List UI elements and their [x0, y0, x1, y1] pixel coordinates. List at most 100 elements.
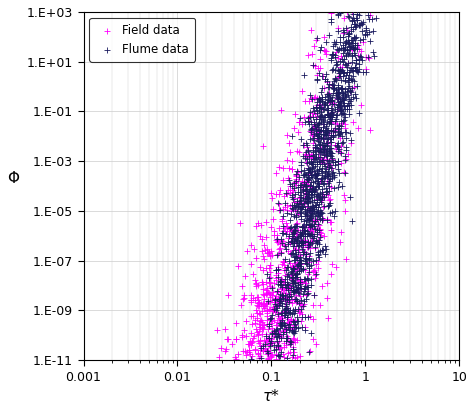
Flume data [316, 112, 324, 119]
Flume data [339, 118, 347, 125]
Flume data [296, 300, 303, 306]
Field data [299, 244, 307, 251]
X-axis label: τ*: τ* [263, 389, 280, 404]
Field data [334, 24, 341, 31]
Flume data [301, 314, 309, 320]
Flume data [322, 163, 329, 170]
Flume data [279, 230, 286, 236]
Flume data [352, 23, 360, 30]
Flume data [322, 128, 329, 134]
Flume data [316, 182, 323, 189]
Flume data [347, 24, 355, 31]
Flume data [299, 194, 306, 201]
Flume data [301, 208, 309, 214]
Flume data [288, 239, 296, 245]
Flume data [338, 85, 346, 91]
Flume data [319, 131, 327, 138]
Flume data [308, 204, 316, 210]
Flume data [308, 231, 316, 237]
Flume data [346, 111, 353, 117]
Flume data [292, 236, 299, 242]
Flume data [315, 141, 323, 147]
Field data [293, 353, 301, 360]
Field data [291, 354, 299, 361]
Field data [264, 335, 272, 342]
Flume data [354, 16, 361, 23]
Flume data [312, 201, 319, 208]
Field data [264, 307, 271, 313]
Flume data [299, 188, 307, 195]
Field data [282, 285, 289, 291]
Field data [269, 288, 276, 295]
Flume data [310, 196, 318, 203]
Field data [287, 187, 294, 193]
Field data [350, 84, 357, 91]
Flume data [291, 247, 299, 254]
Flume data [297, 229, 304, 236]
Flume data [308, 193, 316, 200]
Flume data [297, 201, 304, 207]
Field data [260, 292, 268, 298]
Flume data [326, 113, 334, 119]
Field data [221, 326, 229, 332]
Flume data [345, 83, 352, 90]
Field data [289, 354, 296, 360]
Field data [248, 321, 255, 327]
Flume data [338, 95, 346, 102]
Field data [325, 130, 332, 137]
Field data [260, 300, 267, 307]
Flume data [306, 136, 313, 143]
Flume data [297, 161, 304, 168]
Flume data [348, 52, 356, 58]
Flume data [342, 38, 349, 45]
Field data [264, 321, 271, 328]
Flume data [297, 115, 304, 122]
Flume data [281, 242, 288, 249]
Flume data [273, 252, 281, 258]
Field data [316, 227, 324, 233]
Flume data [319, 247, 327, 253]
Flume data [327, 98, 334, 105]
Flume data [359, 18, 366, 25]
Flume data [277, 321, 285, 328]
Field data [283, 222, 291, 229]
Flume data [328, 106, 336, 113]
Flume data [349, 68, 357, 75]
Field data [259, 342, 266, 349]
Flume data [316, 234, 323, 240]
Flume data [285, 293, 293, 299]
Field data [293, 199, 301, 206]
Field data [292, 275, 299, 281]
Flume data [334, 166, 342, 173]
Field data [306, 113, 313, 120]
Field data [328, 109, 336, 115]
Field data [307, 113, 314, 120]
Field data [284, 315, 292, 322]
Field data [296, 199, 303, 206]
Field data [254, 302, 262, 309]
Field data [313, 196, 320, 203]
Field data [245, 349, 253, 356]
Field data [274, 330, 282, 336]
Field data [300, 224, 308, 231]
Field data [275, 225, 283, 231]
Flume data [305, 314, 312, 320]
Flume data [291, 319, 298, 325]
Field data [323, 294, 330, 301]
Flume data [293, 270, 301, 277]
Flume data [294, 203, 302, 210]
Field data [266, 306, 274, 312]
Flume data [353, 57, 360, 63]
Flume data [342, 129, 349, 135]
Flume data [334, 84, 341, 90]
Flume data [335, 100, 343, 107]
Field data [312, 340, 319, 347]
Flume data [322, 122, 329, 129]
Field data [278, 237, 285, 244]
Flume data [292, 284, 300, 291]
Flume data [346, 87, 354, 94]
Flume data [369, 28, 376, 34]
Flume data [304, 175, 311, 182]
Flume data [297, 192, 305, 199]
Field data [262, 287, 269, 293]
